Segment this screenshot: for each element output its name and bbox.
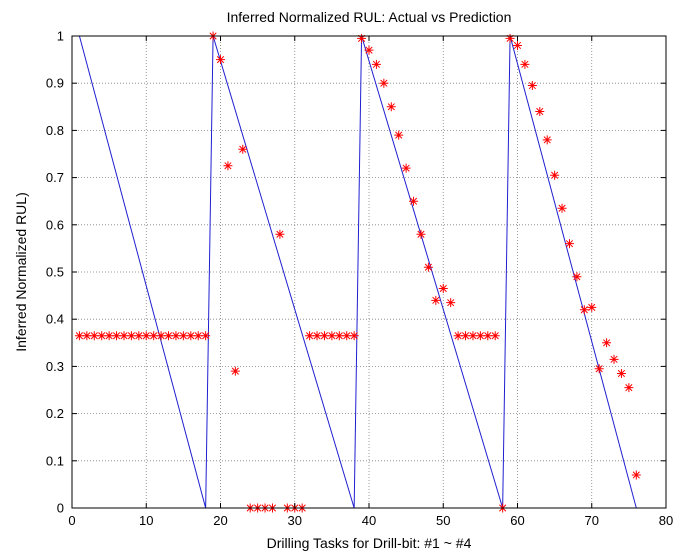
prediction-point (631, 470, 641, 480)
prediction-point (401, 163, 411, 173)
prediction-point (394, 130, 404, 140)
prediction-point (364, 45, 374, 55)
x-tick-label: 40 (362, 513, 376, 528)
x-axis-label: Drilling Tasks for Drill-bit: #1 ~ #4 (267, 535, 472, 551)
actual-line (78, 35, 637, 509)
prediction-point (513, 40, 522, 50)
prediction-point (416, 229, 426, 239)
prediction-point (164, 331, 174, 341)
prediction-point (327, 331, 337, 341)
prediction-point (461, 331, 471, 341)
prediction-point (438, 284, 448, 294)
prediction-point (230, 366, 240, 376)
y-tick-label: 0.7 (46, 170, 64, 185)
y-tick-label: 1 (57, 29, 64, 44)
prediction-point (149, 331, 159, 341)
prediction-point (446, 298, 456, 308)
prediction-point (379, 78, 389, 88)
y-tick-label: 0.8 (46, 123, 64, 138)
x-tick-label: 10 (139, 513, 153, 528)
prediction-point (594, 364, 604, 374)
prediction-point (89, 331, 99, 341)
prediction-point (201, 331, 211, 341)
prediction-point (156, 331, 166, 341)
grid-lines (72, 36, 666, 508)
prediction-point (178, 331, 188, 341)
x-tick-label: 70 (585, 513, 599, 528)
prediction-point (490, 331, 500, 341)
prediction-point (97, 331, 107, 341)
prediction-point (312, 331, 322, 341)
prediction-point (602, 338, 612, 348)
prediction-point (305, 331, 315, 341)
prediction-point (193, 331, 203, 341)
prediction-point (572, 272, 582, 282)
prediction-point (431, 295, 441, 305)
prediction-point (119, 331, 129, 341)
prediction-point (126, 331, 136, 341)
prediction-point (624, 383, 634, 393)
y-tick-label: 0.2 (46, 406, 64, 421)
prediction-point (579, 305, 589, 315)
x-tick-label: 60 (510, 513, 524, 528)
prediction-point (216, 55, 225, 65)
x-tick-label: 30 (288, 513, 302, 528)
prediction-point (520, 59, 530, 69)
prediction-point (104, 331, 114, 341)
prediction-point (564, 239, 574, 249)
prediction-point (319, 331, 329, 341)
prediction-point (112, 331, 122, 341)
prediction-point (616, 368, 626, 378)
x-tick-label: 50 (436, 513, 450, 528)
prediction-point (238, 144, 248, 154)
prediction-point (535, 107, 545, 117)
y-tick-label: 0.9 (46, 76, 64, 91)
chart-title: Inferred Normalized RUL: Actual vs Predi… (227, 9, 512, 25)
prediction-point (82, 331, 92, 341)
prediction-point (609, 354, 619, 364)
prediction-point (342, 331, 352, 341)
y-tick-label: 0 (57, 501, 64, 516)
y-tick-label: 0.3 (46, 359, 64, 374)
ticks: 0 10 20 30 40 50 60 70 80 0 0.1 0.2 0.3 0.4 0.5 0.6 0.7 0… (46, 29, 673, 529)
prediction-point (527, 81, 537, 91)
x-tick-label: 0 (68, 513, 75, 528)
prediction-point (134, 331, 144, 341)
prediction-point (371, 59, 381, 69)
prediction-point (141, 331, 151, 341)
x-tick-label: 20 (213, 513, 227, 528)
prediction-point (542, 135, 552, 145)
y-axis-label: Inferred Normalized RUL) (13, 192, 29, 352)
prediction-point (223, 161, 233, 171)
prediction-point (475, 331, 485, 341)
prediction-point (409, 196, 419, 206)
prediction-point (587, 302, 597, 312)
prediction-point (550, 170, 560, 180)
actual-series (78, 35, 637, 509)
prediction-point (334, 331, 344, 341)
prediction-point (349, 331, 359, 341)
prediction-point (275, 229, 285, 239)
prediction-point (386, 102, 396, 112)
prediction-point (357, 33, 367, 43)
prediction-point (423, 262, 433, 272)
prediction-point (74, 331, 84, 341)
y-tick-label: 0.1 (46, 453, 64, 468)
prediction-point (453, 331, 463, 341)
prediction-point (557, 203, 567, 213)
y-tick-label: 0.4 (46, 312, 64, 327)
y-tick-label: 0.6 (46, 217, 64, 232)
x-tick-label: 80 (659, 513, 673, 528)
y-tick-label: 0.5 (46, 265, 64, 280)
prediction-point (505, 33, 515, 43)
prediction-point (186, 331, 196, 341)
prediction-point (171, 331, 181, 341)
prediction-point (483, 331, 493, 341)
prediction-point (468, 331, 478, 341)
